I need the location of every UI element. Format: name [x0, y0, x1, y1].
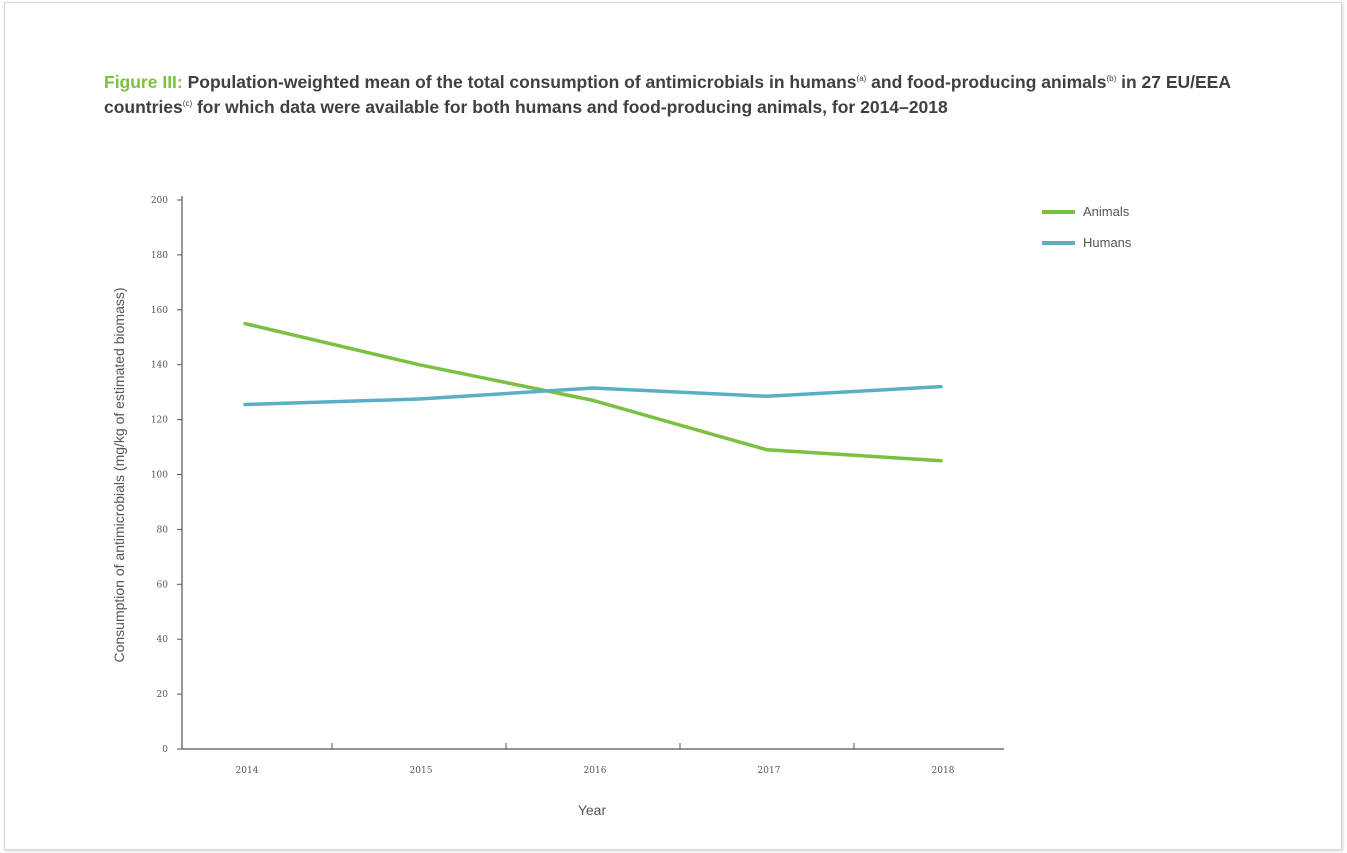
figure-label: Figure III:	[104, 72, 183, 92]
y-tick-label: 40	[157, 635, 169, 645]
x-axis-title: Year	[578, 802, 607, 818]
caption-text-2: and food-producing animals	[866, 72, 1107, 92]
figure-caption: Figure III: Population-weighted mean of …	[104, 68, 1274, 118]
y-tick-label: 160	[151, 306, 168, 316]
x-tick-label: 2015	[410, 766, 433, 776]
y-tick-label: 180	[151, 251, 168, 261]
x-tick-label: 2018	[932, 766, 955, 776]
y-tick-label: 100	[151, 471, 168, 481]
y-tick-label: 20	[157, 690, 169, 700]
x-tick-label: 2014	[236, 766, 259, 776]
x-tick-label: 2017	[758, 766, 781, 776]
footnote-marker-a: (a)	[856, 74, 867, 83]
caption-text-3: in 27 EU/EEA countries	[104, 72, 1231, 117]
y-tick-label: 0	[162, 745, 168, 755]
caption-text-1: Population-weighted mean of the total co…	[182, 72, 857, 92]
y-tick-label: 200	[151, 196, 168, 206]
footnote-marker-b: (b)	[1106, 74, 1117, 83]
figure-frame	[4, 2, 1342, 850]
y-tick-label: 60	[157, 580, 169, 590]
y-tick-label: 120	[151, 416, 168, 426]
y-tick-label: 140	[151, 361, 168, 371]
y-axis-title: Consumption of antimicrobials (mg/kg of …	[111, 287, 127, 662]
legend-label-humans: Humans	[1083, 235, 1132, 250]
caption-text-4: for which data were available for both h…	[192, 97, 948, 117]
legend-label-animals: Animals	[1083, 204, 1130, 219]
x-tick-label: 2016	[584, 766, 607, 776]
y-tick-label: 80	[157, 525, 169, 535]
footnote-marker-c: (c)	[182, 99, 193, 108]
